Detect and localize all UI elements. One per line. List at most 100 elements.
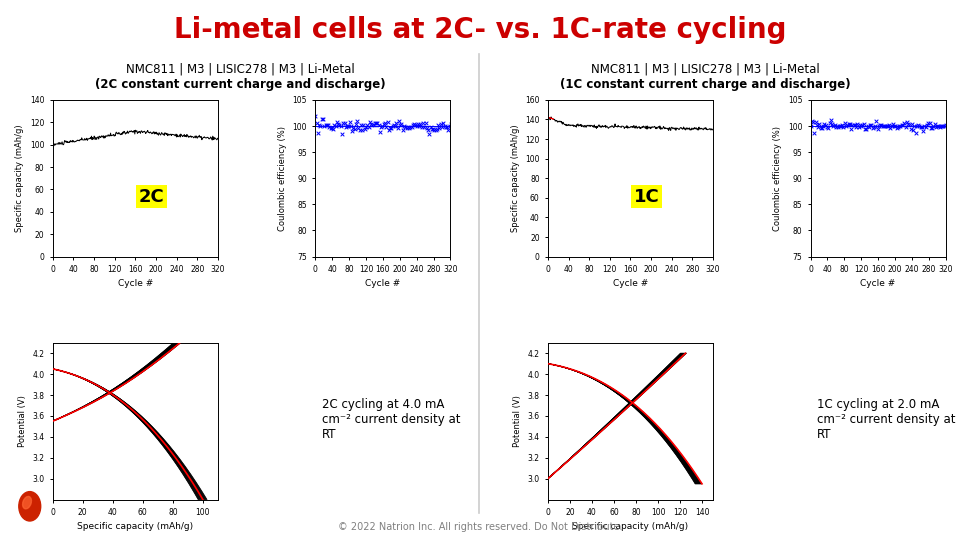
Point xyxy=(389,119,404,127)
Point xyxy=(932,123,948,131)
Point xyxy=(417,123,432,131)
Point xyxy=(851,123,866,131)
Point xyxy=(318,120,333,129)
Point xyxy=(440,122,455,131)
Point xyxy=(808,118,824,126)
Text: (1C constant current charge and discharge): (1C constant current charge and discharg… xyxy=(561,78,851,91)
Text: 2C cycling at 4.0 mA
cm⁻² current density at
RT: 2C cycling at 4.0 mA cm⁻² current densit… xyxy=(323,397,461,441)
Point xyxy=(894,120,909,129)
Point xyxy=(829,122,845,130)
Point xyxy=(423,123,439,131)
Point xyxy=(819,122,834,131)
Text: © 2022 Natrion Inc. All rights reserved. Do Not Distribute.: © 2022 Natrion Inc. All rights reserved.… xyxy=(338,522,622,532)
Point xyxy=(376,120,392,129)
Point xyxy=(311,121,326,130)
Point xyxy=(920,120,935,129)
Point xyxy=(860,122,876,131)
Point xyxy=(878,122,894,130)
Point xyxy=(430,120,445,129)
Point xyxy=(405,120,420,129)
Point xyxy=(881,120,897,129)
Point xyxy=(934,122,949,131)
Point xyxy=(906,122,922,130)
Point xyxy=(386,120,401,129)
Point xyxy=(372,128,388,137)
Point xyxy=(896,121,911,130)
Point xyxy=(418,119,433,127)
Point xyxy=(806,129,822,137)
Point xyxy=(893,122,908,130)
Text: 1C: 1C xyxy=(634,188,660,206)
Point xyxy=(345,126,360,135)
Point xyxy=(856,120,872,129)
Point xyxy=(414,123,429,131)
Point xyxy=(420,124,435,132)
Point xyxy=(349,117,365,125)
Point xyxy=(918,123,933,132)
Point xyxy=(350,124,366,132)
Point xyxy=(400,123,416,132)
Point xyxy=(426,125,442,134)
Point xyxy=(880,122,896,130)
Point xyxy=(875,122,890,130)
Point xyxy=(343,122,358,130)
Point xyxy=(444,120,459,129)
Point xyxy=(382,124,397,132)
Point xyxy=(885,120,900,129)
Point xyxy=(836,122,852,131)
Point xyxy=(357,124,372,133)
Point xyxy=(853,122,869,131)
Point xyxy=(381,125,396,134)
Point xyxy=(334,129,349,138)
Point xyxy=(388,122,403,130)
Point xyxy=(392,117,407,125)
Point xyxy=(371,120,386,129)
Point xyxy=(420,126,436,135)
Point xyxy=(838,122,853,131)
Point xyxy=(416,118,431,127)
Point xyxy=(325,125,341,133)
Point xyxy=(329,118,345,127)
Point xyxy=(834,121,850,130)
Point xyxy=(852,121,868,130)
Text: Li-metal cells at 2C- vs. 1C-rate cycling: Li-metal cells at 2C- vs. 1C-rate cyclin… xyxy=(174,16,786,44)
Point xyxy=(840,120,855,129)
Point xyxy=(401,124,417,133)
Point xyxy=(922,119,937,127)
Point xyxy=(337,119,352,127)
Text: 1C cycling at 2.0 mA
cm⁻² current density at
RT: 1C cycling at 2.0 mA cm⁻² current densit… xyxy=(817,397,956,441)
Point xyxy=(924,123,940,132)
Point xyxy=(324,124,340,132)
Point xyxy=(889,123,904,132)
Point xyxy=(927,120,943,129)
Point xyxy=(394,120,409,129)
Point xyxy=(332,121,348,130)
Y-axis label: Potential (V): Potential (V) xyxy=(513,395,522,447)
Point xyxy=(873,121,888,130)
Point xyxy=(373,123,389,132)
Point xyxy=(827,120,842,129)
Point xyxy=(862,121,877,130)
Point xyxy=(912,122,927,131)
Point xyxy=(900,120,916,129)
Point xyxy=(877,121,893,130)
Y-axis label: Potential (V): Potential (V) xyxy=(18,395,27,447)
Point xyxy=(849,122,864,131)
Point xyxy=(338,122,353,131)
Point xyxy=(437,121,452,130)
Point xyxy=(317,122,332,130)
Point xyxy=(910,121,925,130)
Point xyxy=(314,115,329,124)
X-axis label: Cycle #: Cycle # xyxy=(366,280,400,288)
Point xyxy=(857,124,873,133)
Point xyxy=(925,122,941,130)
Point xyxy=(817,120,832,129)
Point xyxy=(823,116,838,124)
Point xyxy=(805,118,821,127)
Point xyxy=(847,121,862,130)
Point xyxy=(433,120,448,129)
Point xyxy=(402,123,418,131)
Point xyxy=(393,121,408,130)
Point xyxy=(406,120,421,129)
Point xyxy=(341,122,356,131)
